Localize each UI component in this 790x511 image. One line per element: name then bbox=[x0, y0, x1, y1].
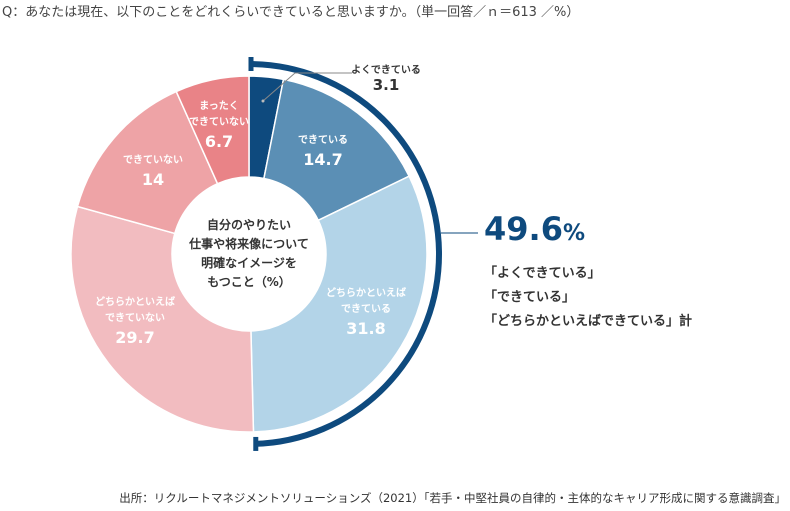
label-0-value: 3.1 bbox=[372, 76, 400, 94]
center-label: 自分のやりたい 仕事や将来像について 明確なイメージを もつこと（%） bbox=[189, 216, 309, 292]
label-1: できている 14.7 bbox=[298, 133, 348, 171]
donut-slice-5 bbox=[175, 75, 250, 185]
annotation-line: 「よくできている」 bbox=[484, 266, 601, 281]
center-line: 自分のやりたい bbox=[206, 218, 291, 232]
label-2-name: どちらかといえば できている bbox=[326, 288, 406, 315]
label-3-name: どちらかといえば できていない bbox=[95, 297, 175, 324]
donut-slice-3 bbox=[70, 205, 255, 433]
label-4-value: 14 bbox=[141, 170, 165, 189]
annotation-line: 「できている」 bbox=[484, 290, 576, 305]
total-bracket-arc bbox=[248, 61, 442, 447]
question-title: Q：あなたは現在、以下のことをどれくらいできていると思いますか。（単一回答／ｎ＝… bbox=[2, 5, 580, 20]
donut-slice-1 bbox=[263, 78, 411, 222]
label-1-value: 14.7 bbox=[303, 150, 343, 169]
label-0: よくできている 3.1 bbox=[351, 61, 421, 94]
center-line: 仕事や将来像について bbox=[189, 237, 309, 251]
label-3: どちらかといえば できていない 29.7 bbox=[95, 295, 175, 349]
annotation-line: 「どちらかといえばできている」計 bbox=[484, 314, 693, 329]
label-2-value: 31.8 bbox=[346, 319, 386, 338]
label-5-value: 6.7 bbox=[204, 132, 234, 151]
label-4: できていない 14 bbox=[123, 153, 183, 191]
label-5: まったく できていない 6.7 bbox=[189, 99, 249, 153]
label-0-name: よくできている bbox=[351, 65, 421, 76]
total-unit: % bbox=[562, 221, 585, 246]
total-number: 49.6 bbox=[484, 210, 563, 248]
slice-0-leader-line bbox=[262, 72, 352, 102]
label-2: どちらかといえば できている 31.8 bbox=[321, 286, 411, 340]
leader-dot bbox=[261, 99, 265, 103]
total-annotation: 「よくできている」 「できている」 「どちらかといえばできている」計 bbox=[484, 262, 692, 334]
center-line: もつこと（%） bbox=[207, 275, 291, 289]
label-4-name: できていない bbox=[123, 155, 183, 166]
center-line: 明確なイメージを bbox=[201, 256, 297, 270]
label-3-value: 29.7 bbox=[115, 328, 155, 347]
total-value: 49.6% bbox=[484, 210, 585, 248]
source-note: 出所：リクルートマネジメントソリューションズ（2021）「若手・中堅社員の自律的… bbox=[119, 491, 786, 505]
donut-slice-4 bbox=[76, 90, 219, 235]
label-5-name: まったく できていない bbox=[189, 101, 249, 128]
label-1-name: できている bbox=[298, 135, 348, 146]
donut-slice-2 bbox=[250, 175, 428, 433]
